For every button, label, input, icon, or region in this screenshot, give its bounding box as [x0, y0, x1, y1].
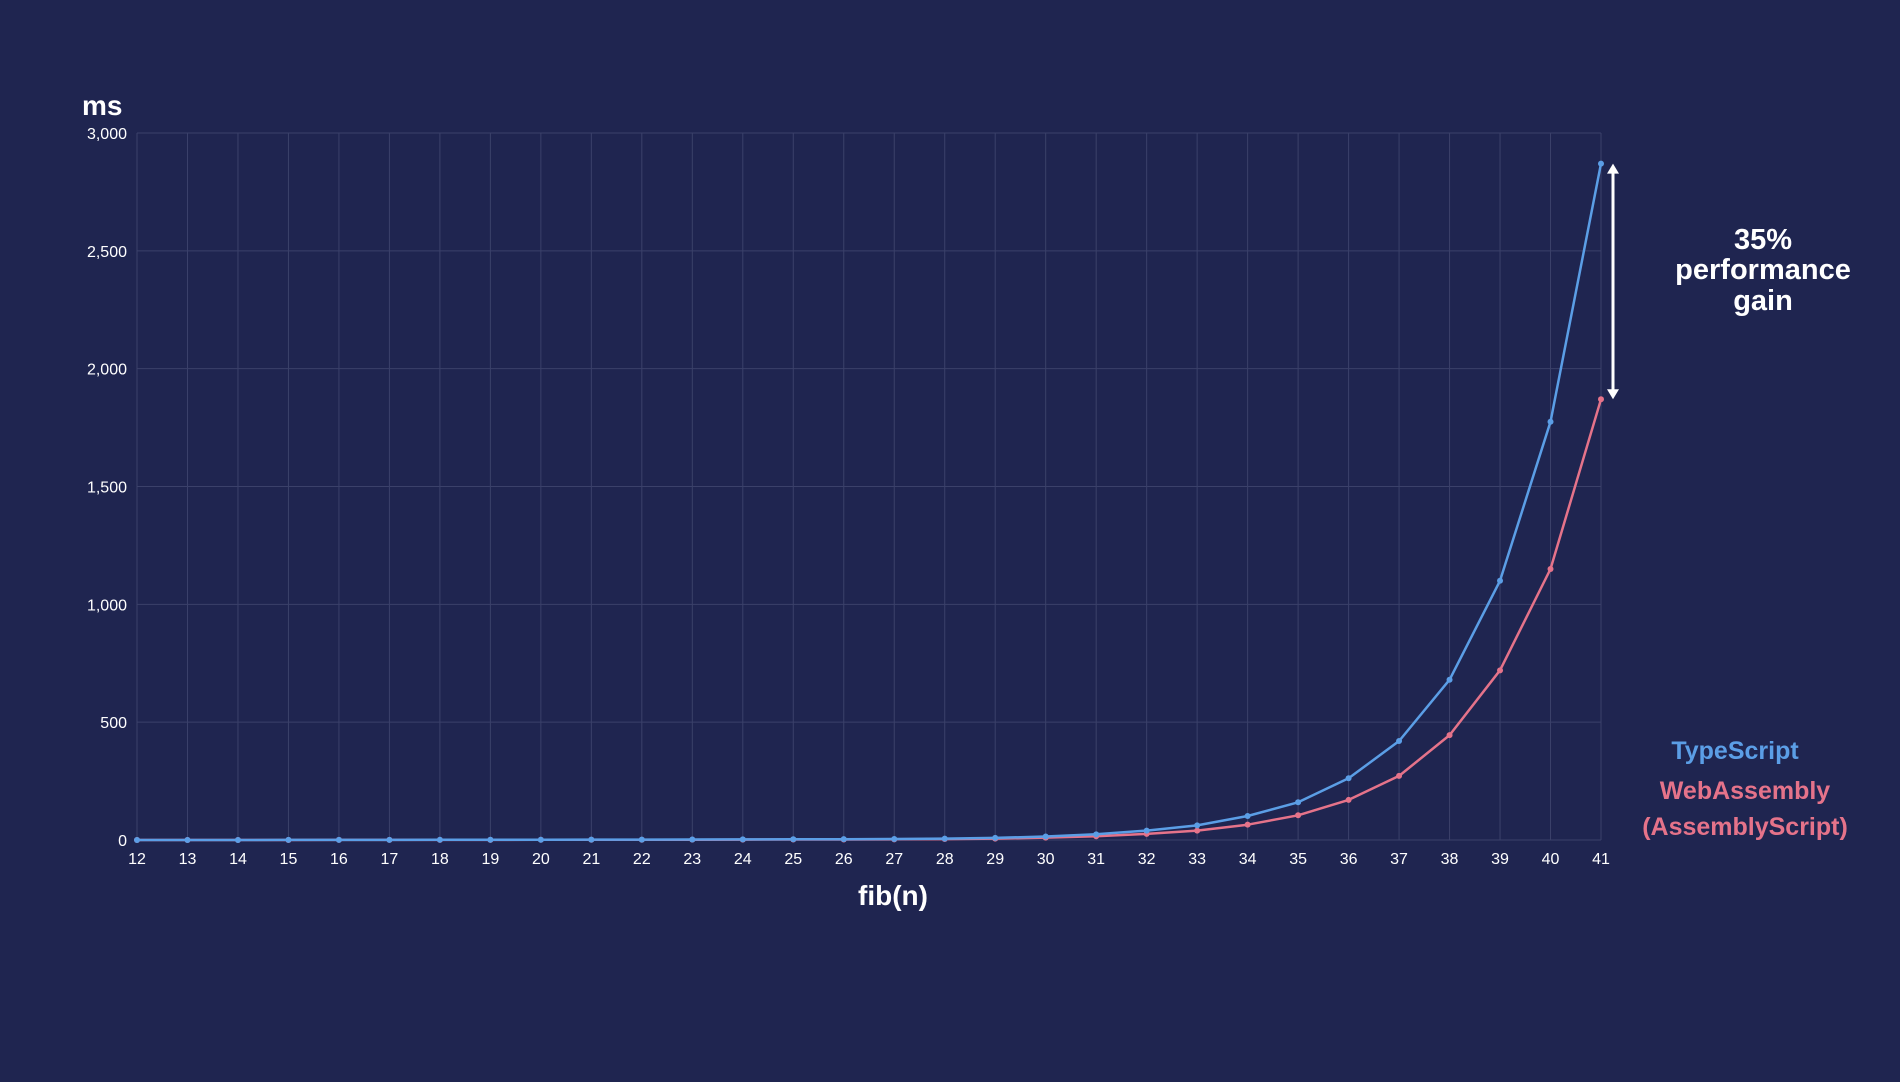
- x-tick-label: 36: [1340, 851, 1358, 868]
- x-tick-label: 29: [986, 851, 1004, 868]
- data-point-typescript: [487, 836, 494, 843]
- x-tick-label: 33: [1188, 851, 1206, 868]
- gain-arrow-head-bottom: [1607, 389, 1619, 400]
- x-tick-label: 22: [633, 851, 651, 868]
- gain-annotation-text: 35%: [1734, 224, 1792, 256]
- x-tick-label: 34: [1239, 851, 1257, 868]
- data-point-webassembly: [1396, 772, 1403, 779]
- data-point-typescript: [234, 836, 241, 843]
- x-tick-label: 31: [1087, 851, 1105, 868]
- data-point-typescript: [941, 835, 948, 842]
- x-tick-label: 14: [229, 851, 247, 868]
- legend-typescript: TypeScript: [1671, 737, 1799, 765]
- x-tick-label: 35: [1289, 851, 1307, 868]
- data-point-typescript: [1295, 799, 1302, 806]
- data-point-typescript: [436, 836, 443, 843]
- y-axis-title: ms: [82, 90, 122, 121]
- data-point-typescript: [184, 836, 191, 843]
- y-tick-label: 2,500: [87, 244, 127, 261]
- data-point-webassembly: [1547, 565, 1554, 572]
- x-tick-label: 27: [885, 851, 903, 868]
- data-point-webassembly: [1598, 396, 1604, 403]
- x-tick-label: 30: [1037, 851, 1055, 868]
- data-point-webassembly: [1497, 667, 1504, 674]
- x-tick-label: 23: [683, 851, 701, 868]
- data-point-typescript: [1396, 738, 1403, 745]
- data-point-typescript: [891, 835, 898, 842]
- data-point-webassembly: [1345, 796, 1352, 803]
- data-point-typescript: [1446, 676, 1453, 683]
- x-tick-label: 12: [128, 851, 146, 868]
- x-tick-label: 21: [582, 851, 600, 868]
- x-tick-label: 19: [481, 851, 499, 868]
- data-point-typescript: [1042, 833, 1049, 840]
- x-tick-label: 26: [835, 851, 853, 868]
- x-axis-ticks: 12 13 14 15 16 17 18 19 20 21 22 23 24 25 26 27 28 29 30 31…: [128, 851, 1610, 868]
- data-point-typescript: [1093, 831, 1100, 838]
- data-point-typescript: [1497, 577, 1504, 584]
- y-tick-label: 1,500: [87, 480, 127, 497]
- y-tick-label: 1,000: [87, 597, 127, 614]
- x-tick-label: 15: [280, 851, 298, 868]
- y-tick-label: 3,000: [87, 126, 127, 143]
- y-tick-label: 0: [118, 833, 127, 850]
- x-tick-label: 20: [532, 851, 550, 868]
- series-line-webassembly: [137, 398, 1603, 842]
- data-point-typescript: [739, 836, 746, 843]
- data-point-typescript: [992, 834, 999, 841]
- data-point-typescript: [588, 836, 595, 843]
- data-point-webassembly: [1295, 812, 1302, 819]
- data-point-webassembly: [1194, 827, 1201, 834]
- gain-annotation-text: gain: [1733, 285, 1793, 317]
- series-lines: [134, 160, 1604, 843]
- data-point-typescript: [638, 836, 645, 843]
- data-point-typescript: [1194, 822, 1201, 829]
- data-point-typescript: [1598, 160, 1604, 167]
- data-point-typescript: [386, 836, 393, 843]
- grid: [136, 132, 1602, 841]
- legend-webassembly: WebAssembly: [1660, 777, 1831, 805]
- data-point-webassembly: [1446, 732, 1453, 739]
- x-tick-label: 41: [1592, 851, 1610, 868]
- x-tick-label: 13: [179, 851, 197, 868]
- data-point-typescript: [1244, 812, 1251, 819]
- x-tick-label: 16: [330, 851, 348, 868]
- data-point-typescript: [134, 836, 140, 843]
- gain-annotation-text: performance: [1675, 254, 1851, 286]
- legend-webassembly: (AssemblyScript): [1642, 813, 1848, 841]
- legend: TypeScript WebAssembly (AssemblyScript): [1642, 737, 1848, 841]
- x-tick-label: 39: [1491, 851, 1509, 868]
- x-tick-label: 17: [381, 851, 399, 868]
- x-tick-label: 28: [936, 851, 954, 868]
- x-tick-label: 25: [784, 851, 802, 868]
- x-axis-title: fib(n): [858, 880, 928, 911]
- data-point-typescript: [689, 836, 696, 843]
- data-point-typescript: [840, 836, 847, 843]
- y-axis-ticks: 0 500 1,000 1,500 2,000 2,500 3,000: [87, 126, 127, 850]
- data-point-typescript: [1143, 827, 1150, 834]
- data-point-typescript: [1345, 775, 1352, 782]
- y-tick-label: 2,000: [87, 362, 127, 379]
- y-tick-label: 500: [100, 715, 127, 732]
- data-point-typescript: [335, 836, 342, 843]
- x-tick-label: 24: [734, 851, 752, 868]
- data-point-typescript: [1547, 418, 1554, 425]
- x-tick-label: 32: [1138, 851, 1156, 868]
- data-point-typescript: [790, 836, 797, 843]
- data-point-webassembly: [1244, 821, 1251, 828]
- data-point-typescript: [285, 836, 292, 843]
- data-point-typescript: [537, 836, 544, 843]
- x-tick-label: 37: [1390, 851, 1408, 868]
- x-tick-label: 40: [1542, 851, 1560, 868]
- series-line-typescript: [137, 163, 1603, 842]
- x-tick-label: 18: [431, 851, 449, 868]
- x-tick-label: 38: [1441, 851, 1459, 868]
- gain-arrow-head-top: [1607, 163, 1619, 174]
